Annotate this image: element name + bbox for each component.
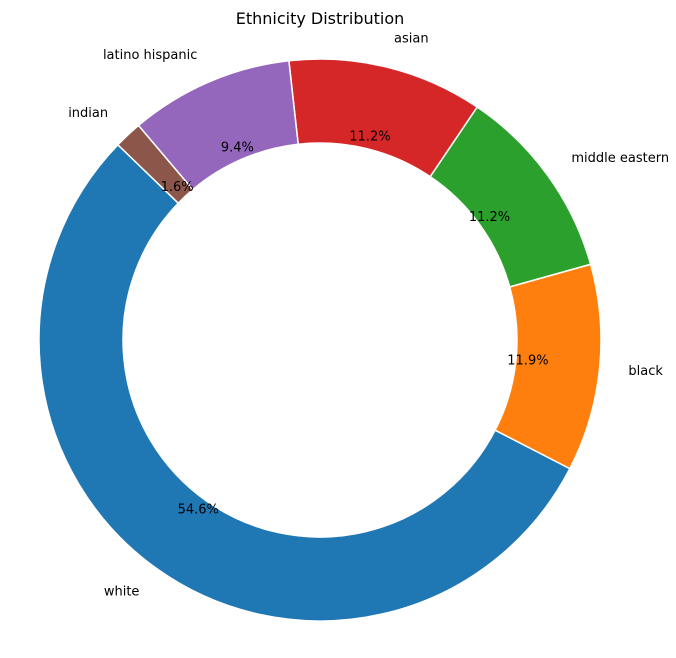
category-label-white: white <box>104 584 140 599</box>
chart-title: Ethnicity Distribution <box>236 9 405 28</box>
category-label-indian: indian <box>68 106 108 121</box>
pct-label-black: 11.9% <box>507 354 548 369</box>
category-label-black: black <box>628 364 663 379</box>
slice-white <box>38 144 571 622</box>
slices-group <box>38 58 602 622</box>
category-label-asian: asian <box>394 31 429 46</box>
pct-label-indian: 1.6% <box>161 180 194 195</box>
pct-label-middle-eastern: 11.2% <box>469 210 510 225</box>
pct-label-white: 54.6% <box>178 502 219 517</box>
category-label-middle-eastern: middle eastern <box>571 151 669 166</box>
pct-label-asian: 11.2% <box>349 130 390 145</box>
labels-group: 54.6% white 11.9% black 11.2% middle eastern 1… <box>68 31 669 599</box>
category-label-latino-hispanic: latino hispanic <box>103 48 197 63</box>
slice-indian <box>117 124 194 204</box>
pct-label-latino-hispanic: 9.4% <box>221 141 254 156</box>
